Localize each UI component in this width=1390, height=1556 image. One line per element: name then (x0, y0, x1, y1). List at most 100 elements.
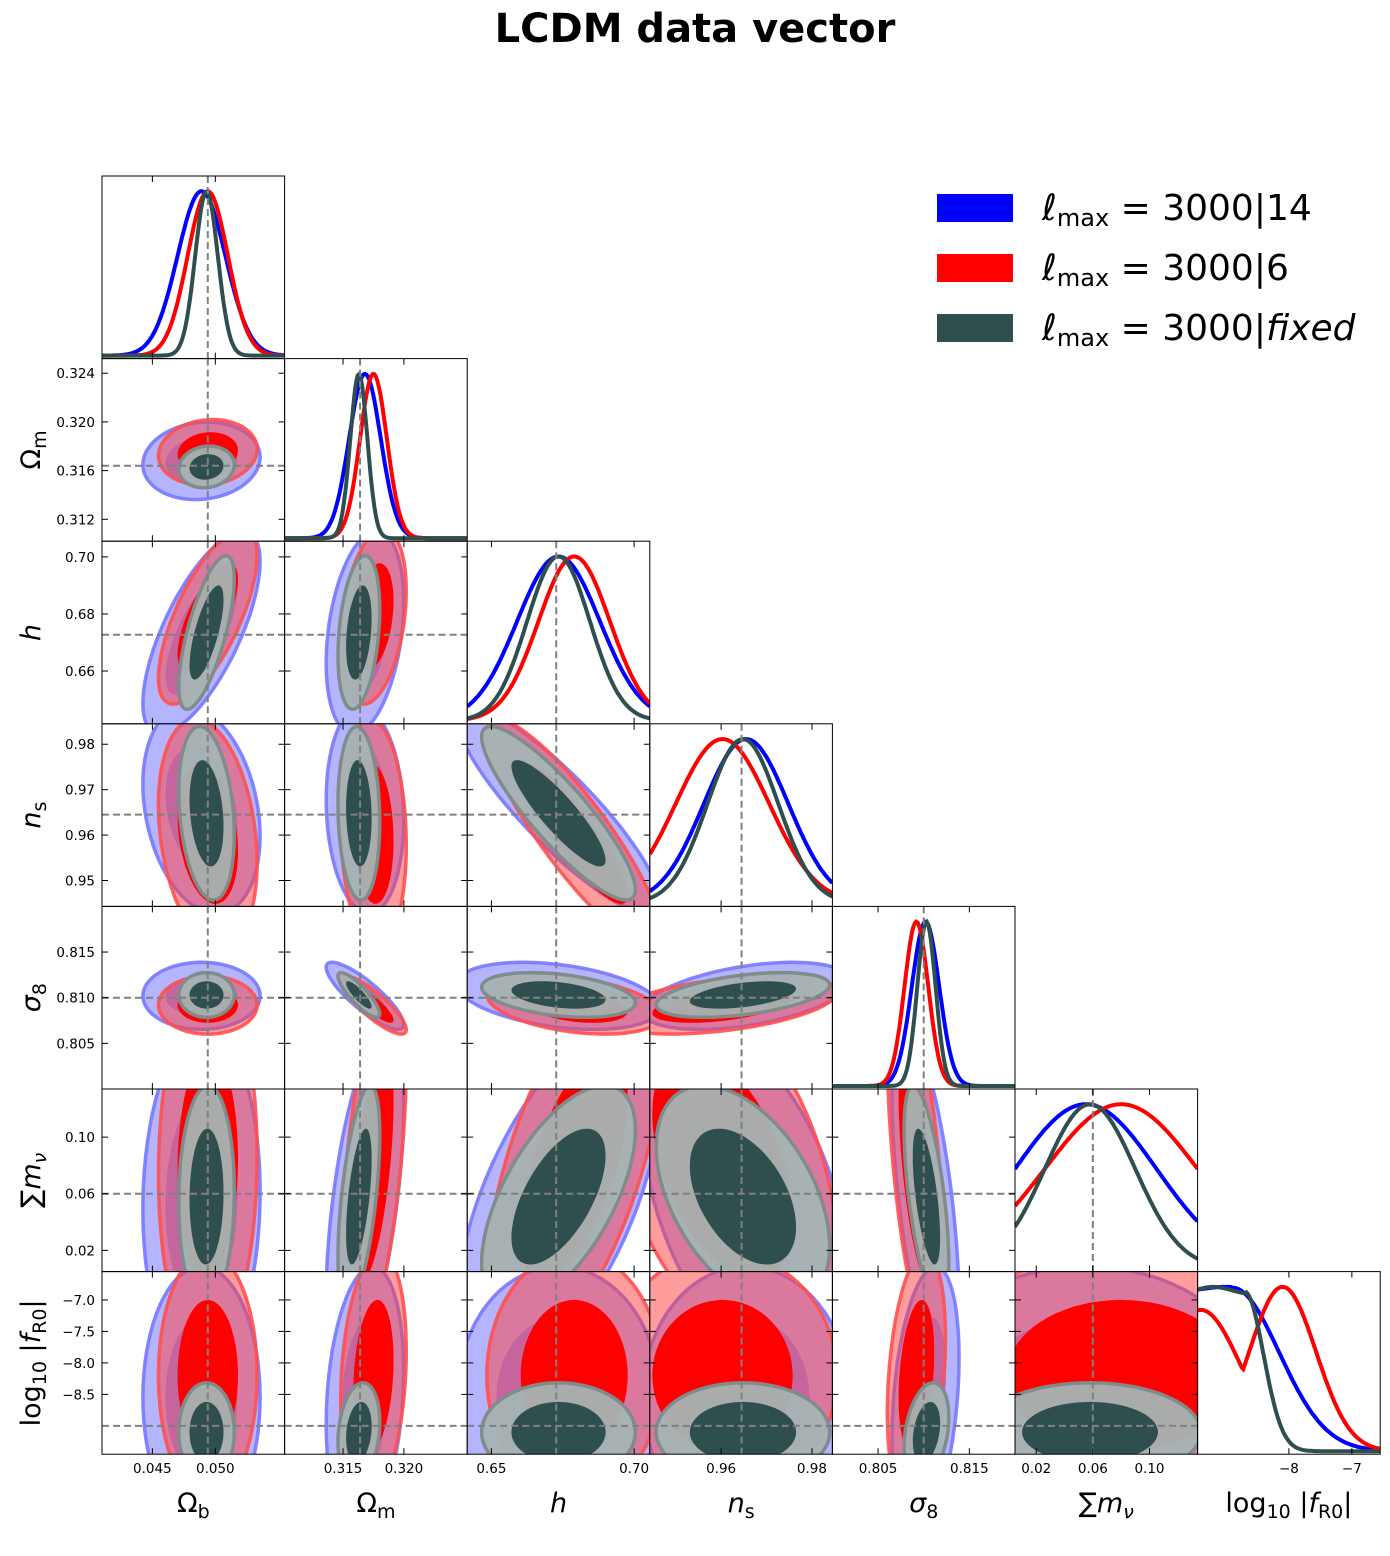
contour-3-inner (189, 585, 224, 680)
x-tick-label: 0.815 (950, 1461, 989, 1477)
panel-ns-h (466, 723, 651, 907)
contour-3-inner (689, 1401, 797, 1455)
x-tick-label: 0.02 (1021, 1461, 1051, 1477)
y-tick-label: −7.0 (62, 1293, 95, 1309)
contour-3-inner (511, 981, 606, 1009)
panel-ns-om (284, 723, 468, 907)
panel-mnu-h (466, 1088, 651, 1273)
y-tick-label: 0.95 (65, 874, 95, 890)
x-tick-label: 0.06 (1078, 1461, 1108, 1477)
x-tick-label: 0.045 (133, 1461, 172, 1477)
panel-fr-h (466, 1271, 651, 1455)
contour-3-inner (346, 760, 372, 867)
panel-om-ob (101, 358, 286, 542)
panel-frame (1197, 1271, 1381, 1455)
panel-mnu-s8 (831, 1088, 1016, 1273)
panel-h-h (466, 540, 651, 725)
contour-3-inner (189, 1401, 224, 1455)
contour-3-inner (346, 585, 372, 680)
x-axis-label-ns: ns (728, 1488, 755, 1523)
legend-label-1: ℓmax = 3000|14 (1041, 188, 1312, 232)
marginal-line-1 (467, 554, 650, 708)
marginal-line-3 (284, 370, 468, 541)
x-tick-label: −8 (1279, 1461, 1299, 1477)
y-tick-label: 0.70 (65, 550, 95, 566)
x-tick-label: −7 (1342, 1461, 1362, 1477)
y-tick-label: 0.810 (56, 991, 95, 1007)
x-tick-label: 0.050 (196, 1461, 235, 1477)
panel-mnu-mnu (1014, 1088, 1199, 1273)
y-tick-label: 0.316 (56, 464, 95, 480)
marginal-line-2 (1197, 1284, 1381, 1451)
chart-title: LCDM data vector (494, 6, 896, 52)
panel-s8-s8 (831, 905, 1016, 1090)
contour-3-inner (346, 981, 372, 1009)
y-tick-label: 0.10 (65, 1130, 95, 1146)
legend-label-3: ℓmax = 3000|fixed (1041, 308, 1357, 352)
panel-fr-ob (101, 1271, 286, 1455)
contour-3-inner (912, 1401, 941, 1455)
legend-label-2: ℓmax = 3000|6 (1041, 248, 1289, 292)
x-tick-label: 0.320 (385, 1461, 424, 1477)
panel-fr-s8 (831, 1271, 1016, 1455)
legend: ℓmax = 3000|14 ℓmax = 3000|6 ℓmax = 3000|f… (937, 188, 1357, 352)
panel-fr-om (284, 1271, 468, 1455)
contour-3-inner (189, 981, 224, 1009)
y-axis-label-fr: log10 |fR0| (16, 1299, 51, 1426)
panel-fr-ns (649, 1271, 833, 1455)
y-tick-label: −8.0 (62, 1356, 95, 1372)
contour-3-inner (1022, 1401, 1158, 1455)
x-tick-label: 0.98 (797, 1461, 827, 1477)
panel-mnu-ns (649, 1088, 833, 1273)
marginal-line-2 (467, 554, 650, 721)
legend-swatch-1 (937, 194, 1013, 222)
panel-om-om (284, 358, 468, 542)
contour-3-inner (689, 981, 797, 1009)
marginal-line-3 (102, 188, 285, 358)
y-tick-label: −8.5 (62, 1387, 95, 1403)
marginal-line-1 (1015, 1102, 1198, 1223)
x-axis-label-h: h (550, 1488, 567, 1519)
x-axis-label-s8: σ8 (909, 1488, 938, 1523)
y-tick-label: 0.320 (56, 415, 95, 431)
y-tick-label: 0.98 (65, 737, 95, 753)
y-tick-label: 0.312 (56, 512, 95, 528)
y-tick-label: 0.324 (56, 366, 95, 382)
y-axis-label-om: Ωm (16, 430, 51, 469)
legend-swatch-2 (937, 254, 1013, 282)
contour-3-inner (511, 1128, 606, 1265)
contour-3-inner (189, 1128, 224, 1265)
x-tick-label: 0.10 (1134, 1461, 1164, 1477)
y-tick-label: 0.97 (65, 783, 95, 799)
panel-mnu-om (284, 1088, 468, 1273)
panel-s8-ob (101, 905, 286, 1090)
marginal-line-1 (1197, 1284, 1381, 1453)
contour-3-inner (189, 454, 224, 480)
legend-swatch-3 (937, 314, 1013, 342)
y-axis-label-mnu: ∑mν (16, 1152, 51, 1208)
x-axis-label-mnu: ∑mν (1079, 1488, 1135, 1523)
y-tick-label: 0.02 (65, 1243, 95, 1259)
y-axis-label-s8: σ8 (16, 983, 51, 1012)
contour-3-inner (912, 1128, 941, 1265)
y-axis-label-ns: ns (16, 802, 51, 829)
contour-3-inner (511, 760, 606, 867)
y-tick-label: 0.96 (65, 828, 95, 844)
x-tick-label: 0.315 (324, 1461, 363, 1477)
y-axis-label-h: h (16, 624, 47, 641)
contour-3-inner (511, 1401, 606, 1455)
x-tick-label: 0.70 (619, 1461, 649, 1477)
contour-3-inner (189, 760, 224, 867)
marginal-line-3 (1197, 1284, 1381, 1454)
y-tick-label: 0.805 (56, 1036, 95, 1052)
panel-fr-fr (1197, 1271, 1381, 1455)
x-tick-label: 0.96 (706, 1461, 736, 1477)
contour-3-inner (346, 1128, 372, 1265)
contour-3-inner (346, 1401, 372, 1455)
y-tick-label: −7.5 (62, 1324, 95, 1340)
y-tick-label: 0.68 (65, 607, 95, 623)
x-tick-label: 0.805 (859, 1461, 898, 1477)
y-tick-label: 0.66 (65, 664, 95, 680)
x-axis-label-om: Ωm (356, 1488, 395, 1523)
